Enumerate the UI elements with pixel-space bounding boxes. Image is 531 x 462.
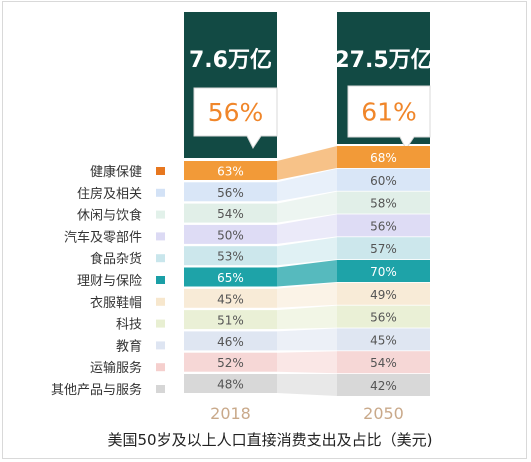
bar-2018-4 [184, 224, 277, 244]
ribbon-8 [277, 305, 337, 330]
total-value-2018: 7.6万亿 [189, 48, 272, 73]
bar-2050-11 [337, 374, 430, 396]
value-label-2050-7: 49% [370, 288, 397, 302]
year-label-2050: 2050 [363, 404, 404, 423]
category-label-11: 其他产品与服务 [51, 382, 142, 398]
value-label-2018-5: 53% [217, 250, 244, 264]
bar-2018-9 [184, 331, 277, 351]
value-label-2050-1: 68% [370, 151, 397, 165]
category-label-1: 健康保健 [90, 164, 142, 180]
ribbon-6 [277, 260, 337, 287]
bar-2050-5 [337, 237, 430, 260]
legend-marker-9 [156, 341, 165, 350]
category-label-6: 理财与保险 [77, 274, 142, 289]
ribbon-4 [277, 214, 337, 244]
bar-2018-3 [184, 203, 277, 223]
chart-title: 美国50岁及以上人口直接消费支出及占比（美元) [108, 431, 433, 449]
value-label-2050-6: 70% [370, 265, 397, 279]
category-label-10: 运输服务 [90, 360, 142, 376]
bar-2018-5 [184, 246, 277, 266]
ribbon-9 [277, 328, 337, 351]
value-label-2018-8: 51% [217, 314, 244, 328]
category-label-2: 住房及相关 [77, 186, 142, 202]
bar-2018-11 [184, 374, 277, 393]
legend-marker-1 [156, 167, 165, 175]
bar-2050-3 [337, 191, 430, 214]
bar-2050-6 [337, 260, 430, 282]
bar-2050-4 [337, 214, 430, 237]
bar-2018-7 [184, 288, 277, 308]
value-label-2050-5: 57% [370, 242, 397, 256]
callout-value-2050: 61% [361, 98, 417, 127]
value-label-2018-2: 56% [217, 186, 244, 200]
bar-2050-2 [337, 168, 430, 191]
bar-2018-2 [184, 182, 277, 202]
legend-marker-10 [156, 363, 165, 372]
value-label-2050-11: 42% [370, 379, 397, 393]
value-label-2018-6: 65% [217, 271, 244, 285]
value-label-2018-11: 48% [217, 378, 244, 392]
ribbon-1 [277, 146, 337, 180]
bar-2018-1 [184, 161, 277, 180]
bar-2050-7 [337, 282, 430, 305]
ribbon-2 [277, 168, 337, 202]
value-label-2018-3: 54% [217, 207, 244, 221]
callout-bubble-2018 [193, 87, 278, 149]
legend-marker-11 [156, 385, 165, 393]
value-label-2018-7: 45% [217, 292, 244, 306]
bar-2050-9 [337, 328, 430, 351]
value-label-2018-9: 46% [217, 335, 244, 349]
category-label-7: 衣服鞋帽 [90, 295, 142, 311]
category-label-8: 科技 [116, 318, 142, 333]
category-label-4: 汽车及零部件 [64, 229, 142, 245]
value-label-2050-9: 45% [370, 333, 397, 347]
bar-2050-8 [337, 305, 430, 328]
value-label-2018-10: 52% [217, 356, 244, 370]
value-label-2050-2: 60% [370, 174, 397, 188]
year-label-2018: 2018 [210, 404, 251, 423]
category-label-5: 食品杂货 [90, 251, 142, 267]
ribbon-10 [277, 351, 337, 374]
total-value-2050: 27.5万亿 [334, 48, 432, 73]
ribbon-11 [277, 374, 337, 396]
value-label-2018-4: 50% [217, 228, 244, 242]
legend-marker-6 [156, 276, 165, 284]
bar-2018-10 [184, 352, 277, 372]
category-label-9: 教育 [116, 338, 142, 354]
bar-2018-6 [184, 267, 277, 287]
bar-2050-10 [337, 351, 430, 374]
value-label-2050-10: 54% [370, 356, 397, 370]
callout-bubble-2050 [347, 85, 431, 150]
ribbon-5 [277, 237, 337, 266]
legend-marker-4 [156, 232, 165, 241]
legend-marker-5 [156, 254, 165, 263]
value-label-2018-1: 63% [217, 165, 244, 179]
bar-2018-8 [184, 310, 277, 330]
legend-marker-2 [156, 188, 165, 197]
value-label-2050-3: 58% [370, 197, 397, 211]
callout-value-2018: 56% [208, 98, 264, 127]
value-label-2050-4: 56% [370, 219, 397, 233]
category-label-3: 休闲与饮食 [77, 208, 142, 224]
legend-marker-3 [156, 210, 165, 219]
legend-marker-8 [156, 319, 165, 328]
bar-2050-1 [337, 146, 430, 168]
value-label-2050-8: 56% [370, 311, 397, 325]
ribbon-7 [277, 282, 337, 308]
ribbon-3 [277, 191, 337, 223]
legend-marker-7 [156, 297, 165, 306]
